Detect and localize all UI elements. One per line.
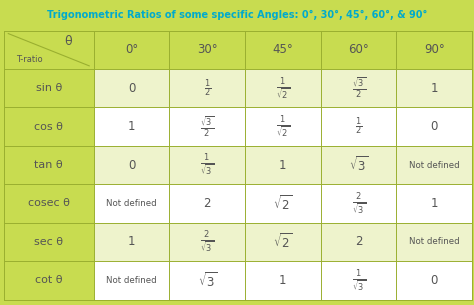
Text: Trigonometric Ratios of some specific Angles: 0°, 30°, 45°, 60°, & 90°: Trigonometric Ratios of some specific An…: [47, 10, 427, 20]
Text: $\frac{1}{\sqrt{3}}$: $\frac{1}{\sqrt{3}}$: [200, 152, 214, 178]
Text: θ: θ: [65, 35, 73, 48]
Text: $\sqrt{2}$: $\sqrt{2}$: [273, 232, 292, 251]
Text: $\frac{\sqrt{3}}{2}$: $\frac{\sqrt{3}}{2}$: [200, 114, 214, 139]
Text: tan θ: tan θ: [35, 160, 63, 170]
Text: 1: 1: [430, 197, 438, 210]
Text: $\frac{1}{2}$: $\frac{1}{2}$: [204, 77, 211, 99]
Text: 30°: 30°: [197, 43, 218, 56]
Text: sec θ: sec θ: [34, 237, 63, 247]
Text: $\frac{\sqrt{3}}{2}$: $\frac{\sqrt{3}}{2}$: [352, 76, 365, 100]
Text: 0: 0: [128, 82, 135, 95]
Text: $\frac{2}{\sqrt{3}}$: $\frac{2}{\sqrt{3}}$: [352, 191, 365, 216]
Text: 60°: 60°: [348, 43, 369, 56]
Text: 0: 0: [430, 120, 438, 133]
Text: 1: 1: [430, 82, 438, 95]
Text: $\frac{1}{\sqrt{3}}$: $\frac{1}{\sqrt{3}}$: [352, 268, 365, 293]
Text: $\sqrt{2}$: $\sqrt{2}$: [273, 194, 292, 213]
Text: Not defined: Not defined: [409, 237, 460, 246]
Text: $\frac{2}{\sqrt{3}}$: $\frac{2}{\sqrt{3}}$: [200, 229, 214, 254]
Text: 45°: 45°: [273, 43, 293, 56]
Text: 1: 1: [279, 274, 287, 287]
Text: T-ratio: T-ratio: [16, 55, 42, 64]
Text: 0°: 0°: [125, 43, 138, 56]
Text: 1: 1: [279, 159, 287, 171]
Text: 2: 2: [203, 197, 211, 210]
Text: 2: 2: [355, 235, 362, 248]
Text: 90°: 90°: [424, 43, 445, 56]
Text: cot θ: cot θ: [35, 275, 63, 285]
Text: $\sqrt{3}$: $\sqrt{3}$: [198, 271, 217, 290]
Text: Not defined: Not defined: [106, 276, 157, 285]
Text: $\frac{1}{\sqrt{2}}$: $\frac{1}{\sqrt{2}}$: [276, 76, 290, 101]
Text: Not defined: Not defined: [106, 199, 157, 208]
Text: cos θ: cos θ: [34, 122, 63, 131]
Text: 0: 0: [128, 159, 135, 171]
Text: $\sqrt{3}$: $\sqrt{3}$: [349, 156, 368, 174]
Text: 1: 1: [128, 235, 135, 248]
Text: $\frac{1}{2}$: $\frac{1}{2}$: [355, 116, 362, 138]
Text: 1: 1: [128, 120, 135, 133]
Text: 0: 0: [430, 274, 438, 287]
Text: cosec θ: cosec θ: [28, 199, 70, 208]
Text: $\frac{1}{\sqrt{2}}$: $\frac{1}{\sqrt{2}}$: [276, 114, 290, 139]
Text: Not defined: Not defined: [409, 160, 460, 170]
Text: sin θ: sin θ: [36, 83, 62, 93]
